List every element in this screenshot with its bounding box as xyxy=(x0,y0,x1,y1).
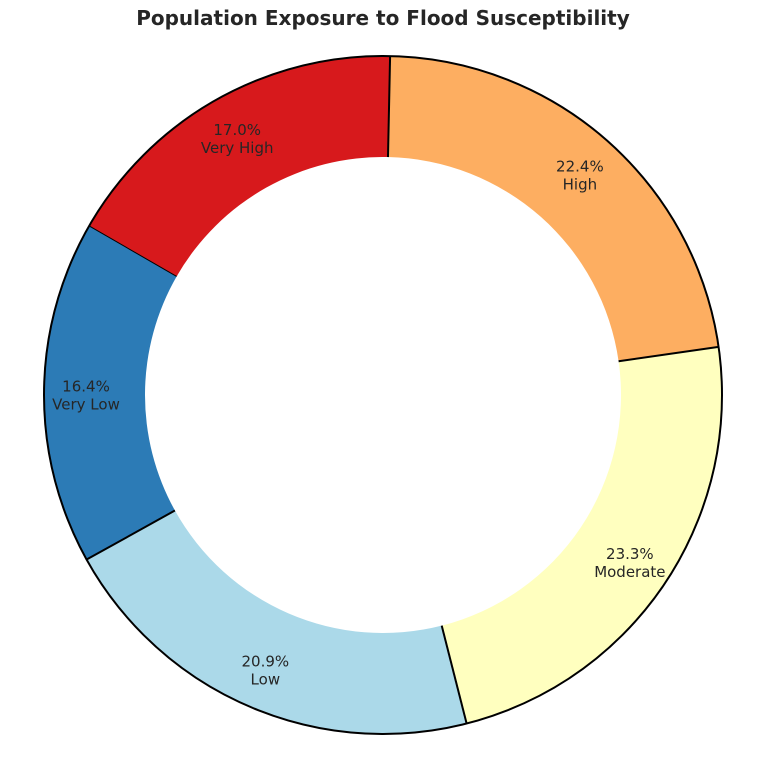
slice-percent-low: 20.9% xyxy=(242,653,290,671)
slices-layer xyxy=(43,55,723,735)
slice-high xyxy=(387,56,719,362)
slice-separator-high xyxy=(618,345,719,363)
slice-category-high: High xyxy=(563,176,597,194)
slice-percent-moderate: 23.3% xyxy=(606,545,654,563)
slice-separator-very-high xyxy=(386,56,392,158)
slice-separator-moderate xyxy=(440,625,468,724)
outer-ring-outline xyxy=(43,55,723,735)
chart-title: Population Exposure to Flood Susceptibil… xyxy=(136,6,630,30)
slice-very-high xyxy=(89,56,391,276)
slice-label-high: 22.4% High xyxy=(556,158,604,194)
slice-label-low: 20.9% Low xyxy=(242,653,290,689)
labels-layer: 16.4% Very Low 20.9% Low 23.3% Moderate 22.4% H… xyxy=(52,121,665,688)
slice-low xyxy=(86,510,467,734)
slice-category-moderate: Moderate xyxy=(594,563,665,581)
slice-very-low xyxy=(43,225,177,560)
slice-percent-high: 22.4% xyxy=(556,158,604,176)
slice-category-low: Low xyxy=(251,671,281,689)
slice-label-very-high: 17.0% Very High xyxy=(201,121,274,157)
slice-separator-low xyxy=(86,509,176,561)
slice-label-very-low: 16.4% Very Low xyxy=(52,378,120,414)
slice-label-moderate: 23.3% Moderate xyxy=(594,545,665,581)
slice-percent-very-high: 17.0% xyxy=(213,121,261,139)
slice-category-very-low: Very Low xyxy=(52,396,120,414)
slice-category-very-high: Very High xyxy=(201,139,274,157)
slice-percent-very-low: 16.4% xyxy=(62,378,110,396)
slice-moderate xyxy=(441,346,722,724)
